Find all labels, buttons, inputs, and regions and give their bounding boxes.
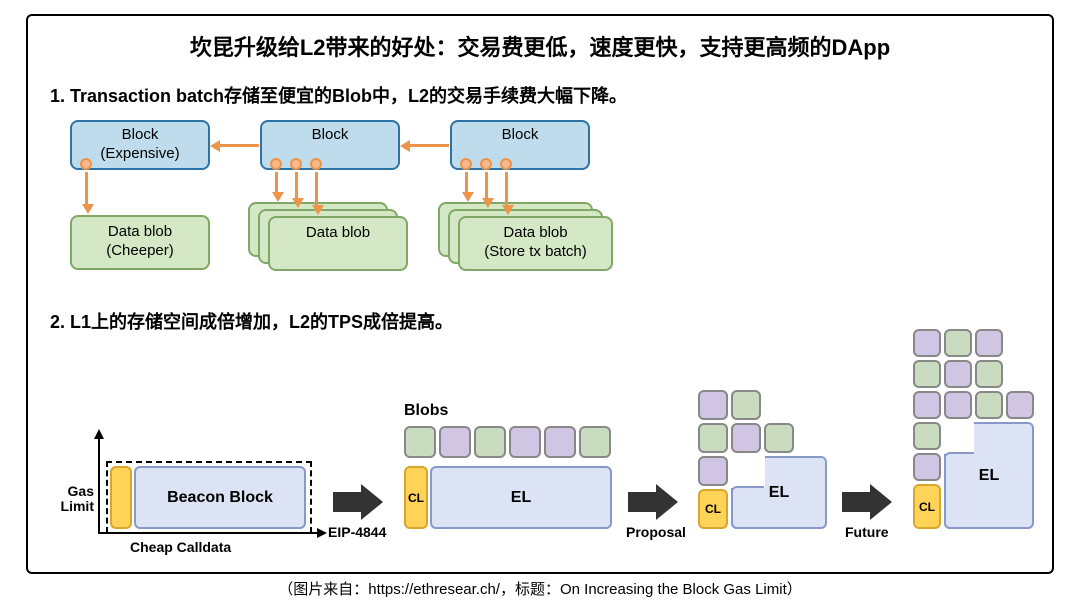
blob-1: Data blob(Cheeper) [70,215,210,270]
arrow-3-label: Future [845,524,889,540]
cheap-calldata-label: Cheap Calldata [130,540,231,555]
x-axis-arrow [317,528,327,538]
s2-blob-6 [579,426,611,458]
stage2-cl: CL [404,466,428,529]
arrow-1-label: EIP-4844 [328,524,386,540]
s4-r1-3 [975,329,1003,357]
y-axis [98,438,100,533]
dot-3c [500,158,512,170]
s4-r2-1 [913,360,941,388]
dot-2a [270,158,282,170]
stage3-cl-label: CL [705,502,721,516]
s4-r2-3 [975,360,1003,388]
section1-diagram: Block(Expensive) Block Block Data blob(C… [50,120,1030,300]
section2-diagram: Beacon Block GasLimit Cheap Calldata EIP… [50,344,1030,574]
stage3-el-step [731,486,764,529]
s2-blob-5 [544,426,576,458]
s4-r1-2 [944,329,972,357]
dot-1 [80,158,92,170]
s4-r1-1 [913,329,941,357]
s4-r4-1 [913,422,941,450]
dot-3b [480,158,492,170]
blob-2: Data blob [268,216,408,271]
dashed-top [106,461,312,463]
arrow-down-3c [505,172,508,206]
stage2-cl-label: CL [408,491,424,505]
main-title: 坎昆升级给L2带来的好处：交易费更低，速度更快，支持更高频的DApp [50,30,1030,62]
x-axis [98,532,318,534]
block-3-label: Block [502,126,539,143]
s3-top-2 [731,390,761,420]
block-2-label: Block [312,126,349,143]
arrow-down-2a [275,172,278,193]
arrow-2-label: Proposal [626,524,686,540]
blob-3: Data blob(Store tx batch) [458,216,613,271]
blob-1-label: Data blob(Cheeper) [106,223,174,259]
gas-limit-label: GasLimit [42,484,94,515]
arrow-block3-to-2 [409,144,449,147]
s3-mid-1 [698,423,728,453]
stage1-beacon: Beacon Block [134,466,306,529]
dot-3a [460,158,472,170]
big-arrow-3 [842,484,892,520]
arrow-block2-to-1 [219,144,259,147]
stage2-el-label: EL [511,489,531,507]
stage4-el-step [944,452,974,529]
dashed-left [106,461,108,533]
stage3-cl: CL [698,489,728,529]
stage4-cl: CL [913,484,941,529]
stage1-beacon-label: Beacon Block [167,489,273,507]
s4-r3-1 [913,391,941,419]
stage4-cl-label: CL [919,500,935,514]
blob-2-label: Data blob [306,224,370,241]
s2-blob-4 [509,426,541,458]
stage2-el: EL [430,466,612,529]
arrow-down-1 [85,172,88,205]
arrow-down-2c [315,172,318,206]
s3-top-1 [698,390,728,420]
s4-r3-3 [975,391,1003,419]
block-1-label: Block(Expensive) [100,126,179,162]
s4-r5-1 [913,453,941,481]
s3-mid-3 [764,423,794,453]
arrow-down-3a [465,172,468,193]
s4-r2-2 [944,360,972,388]
dashed-right [310,461,312,533]
caption: （图片来自：https://ethresear.ch/，标题：On Increa… [26,578,1054,599]
stage4-el-label: EL [979,467,999,485]
dot-2b [290,158,302,170]
stage3-el-label: EL [769,484,789,502]
s3-cl-top [698,456,728,486]
s3-mid-2 [731,423,761,453]
blobs-label: Blobs [404,402,448,420]
big-arrow-1 [333,484,383,520]
s4-r3-2 [944,391,972,419]
big-arrow-2 [628,484,678,520]
blob-3-label: Data blob(Store tx batch) [484,224,587,260]
s2-blob-1 [404,426,436,458]
s2-blob-2 [439,426,471,458]
s4-r3-4 [1006,391,1034,419]
subtitle-2: 2. L1上的存储空间成倍增加，L2的TPS成倍提高。 [50,308,1030,334]
s2-blob-3 [474,426,506,458]
stage1-cl [110,466,132,529]
subtitle-1: 1. Transaction batch存储至便宜的Blob中，L2的交易手续费… [50,82,1030,108]
arrow-down-3b [485,172,488,199]
arrow-down-2b [295,172,298,199]
dot-2c [310,158,322,170]
